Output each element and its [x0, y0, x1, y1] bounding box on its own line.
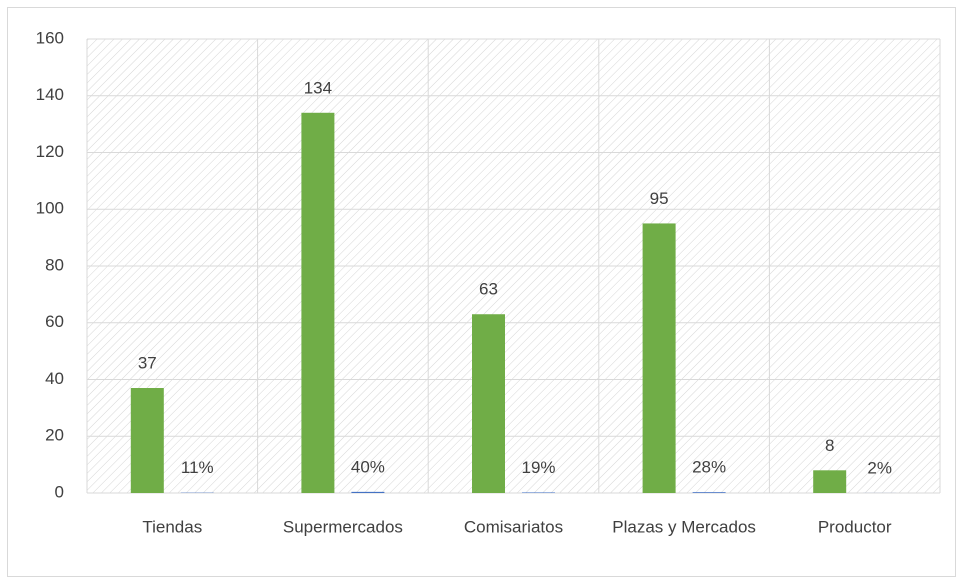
- data-label: 40%: [351, 457, 385, 476]
- y-tick-label: 40: [45, 369, 64, 388]
- y-tick-label: 0: [55, 482, 64, 501]
- x-tick-label: Tiendas: [142, 517, 202, 536]
- bar: [130, 388, 164, 493]
- x-tick-label: Plazas y Mercados: [612, 517, 756, 536]
- data-label: 95: [650, 189, 669, 208]
- bar: [351, 491, 385, 493]
- y-tick-label: 160: [36, 28, 64, 47]
- data-label: 134: [304, 78, 332, 97]
- y-tick-label: 20: [45, 426, 64, 445]
- data-label: 63: [479, 280, 498, 299]
- bar: [301, 112, 335, 494]
- bar: [692, 492, 726, 493]
- data-label: 8: [825, 436, 834, 455]
- data-label: 11%: [181, 458, 214, 477]
- y-tick-label: 80: [45, 255, 64, 274]
- data-label: 2%: [867, 458, 892, 477]
- data-label: 19%: [521, 458, 555, 477]
- x-tick-label: Productor: [818, 517, 892, 536]
- bar: [813, 470, 847, 493]
- bar: [642, 223, 676, 493]
- y-tick-label: 140: [36, 85, 64, 104]
- bar: [472, 314, 505, 493]
- bar: [522, 492, 555, 493]
- y-tick-label: 100: [36, 199, 64, 218]
- x-tick-label: Supermercados: [283, 517, 403, 536]
- data-label: 28%: [692, 458, 726, 477]
- y-tick-label: 60: [45, 312, 64, 331]
- x-tick-label: Comisariatos: [464, 517, 563, 536]
- y-tick-label: 120: [36, 142, 64, 161]
- data-label: 37: [138, 353, 157, 372]
